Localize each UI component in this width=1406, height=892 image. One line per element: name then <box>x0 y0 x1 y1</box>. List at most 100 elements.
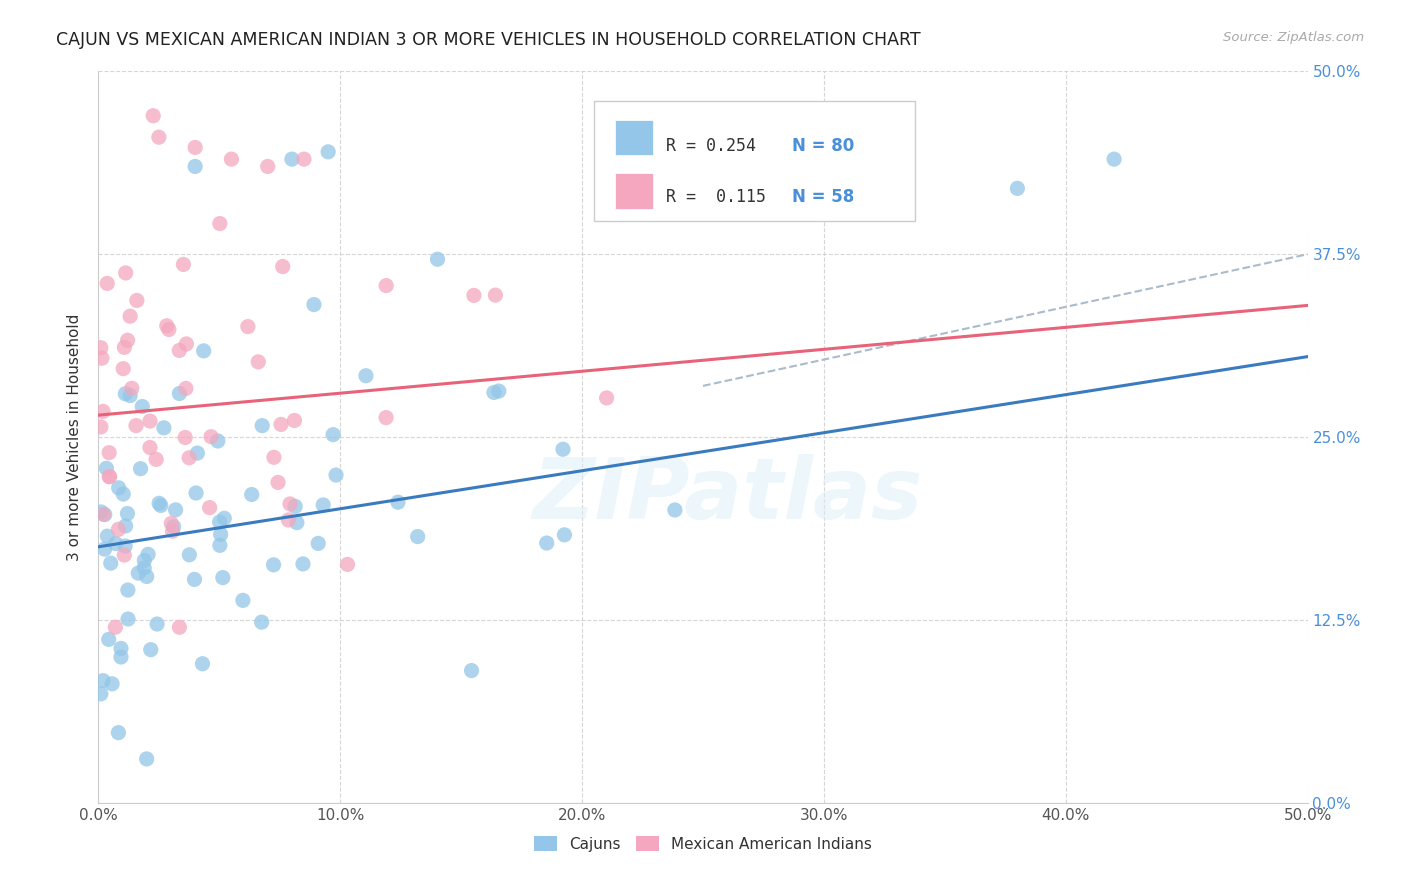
Point <box>277 513 299 527</box>
Point <box>107 725 129 739</box>
Text: R = 0.254: R = 0.254 <box>665 137 755 155</box>
Point <box>98 445 121 459</box>
Point <box>134 553 156 567</box>
Point <box>664 503 686 517</box>
Point <box>325 468 347 483</box>
Point <box>375 410 398 425</box>
Point <box>91 673 114 688</box>
Text: N = 80: N = 80 <box>793 137 855 155</box>
Point <box>90 687 112 701</box>
Point <box>162 524 184 538</box>
Point <box>281 152 304 166</box>
Point <box>160 516 183 531</box>
Point <box>112 361 135 376</box>
Point <box>551 442 574 457</box>
Point <box>96 529 118 543</box>
Point <box>149 499 172 513</box>
Point <box>145 452 167 467</box>
Point <box>176 337 198 351</box>
Point <box>93 508 115 522</box>
Point <box>139 642 162 657</box>
Point <box>97 632 120 647</box>
Point <box>271 260 294 274</box>
Point <box>148 130 170 145</box>
Point <box>117 333 139 347</box>
Point <box>98 469 121 483</box>
Point <box>169 620 191 634</box>
Point <box>283 413 305 427</box>
Point <box>267 475 290 490</box>
Point <box>336 558 359 572</box>
Point <box>375 278 398 293</box>
Point <box>354 368 377 383</box>
Point <box>139 441 162 455</box>
Point <box>240 487 263 501</box>
Point <box>200 430 222 444</box>
Point <box>110 641 132 656</box>
Point <box>191 657 214 671</box>
Point <box>247 355 270 369</box>
Point <box>134 561 156 575</box>
Point <box>146 617 169 632</box>
Point <box>460 664 482 678</box>
Point <box>157 322 180 336</box>
Point <box>107 522 129 536</box>
Point <box>114 266 136 280</box>
Point <box>136 547 159 561</box>
Point <box>93 542 115 557</box>
FancyBboxPatch shape <box>595 101 915 221</box>
Point <box>91 404 114 418</box>
Point <box>135 569 157 583</box>
Point <box>112 340 135 354</box>
Point <box>463 288 485 302</box>
Point <box>302 297 325 311</box>
Point <box>207 434 229 448</box>
Point <box>114 386 136 401</box>
Point <box>90 341 112 355</box>
Point <box>120 388 142 402</box>
Point <box>193 343 215 358</box>
Point <box>127 566 149 581</box>
Point <box>1102 152 1125 166</box>
Point <box>125 293 148 308</box>
Point <box>90 351 112 366</box>
Point <box>112 487 135 501</box>
Point <box>93 508 115 522</box>
Point <box>129 461 152 475</box>
Text: R =  0.115: R = 0.115 <box>665 188 765 206</box>
Point <box>169 343 191 358</box>
Point <box>208 217 231 231</box>
Point <box>406 530 429 544</box>
Point <box>104 536 127 550</box>
Point <box>184 160 207 174</box>
Point <box>112 548 135 562</box>
Point <box>316 145 339 159</box>
Text: Source: ZipAtlas.com: Source: ZipAtlas.com <box>1223 31 1364 45</box>
Point <box>536 536 558 550</box>
Point <box>291 557 314 571</box>
Point <box>284 500 307 514</box>
Point <box>250 418 273 433</box>
Point <box>208 538 231 552</box>
Point <box>179 548 201 562</box>
Point <box>236 319 259 334</box>
Point <box>148 496 170 510</box>
Point <box>426 252 449 267</box>
Point <box>292 152 315 166</box>
Text: ZIPatlas: ZIPatlas <box>531 454 922 537</box>
Point <box>183 573 205 587</box>
Point <box>484 288 506 302</box>
Point <box>139 414 162 428</box>
Point <box>595 391 617 405</box>
Point <box>553 528 575 542</box>
Legend: Cajuns, Mexican American Indians: Cajuns, Mexican American Indians <box>527 830 879 858</box>
Point <box>488 384 510 398</box>
Point <box>174 381 197 395</box>
Point <box>90 505 112 519</box>
Point <box>110 650 132 665</box>
Point <box>1007 181 1029 195</box>
Point <box>142 109 165 123</box>
Point <box>250 615 273 629</box>
Point <box>100 556 122 570</box>
Point <box>198 500 221 515</box>
